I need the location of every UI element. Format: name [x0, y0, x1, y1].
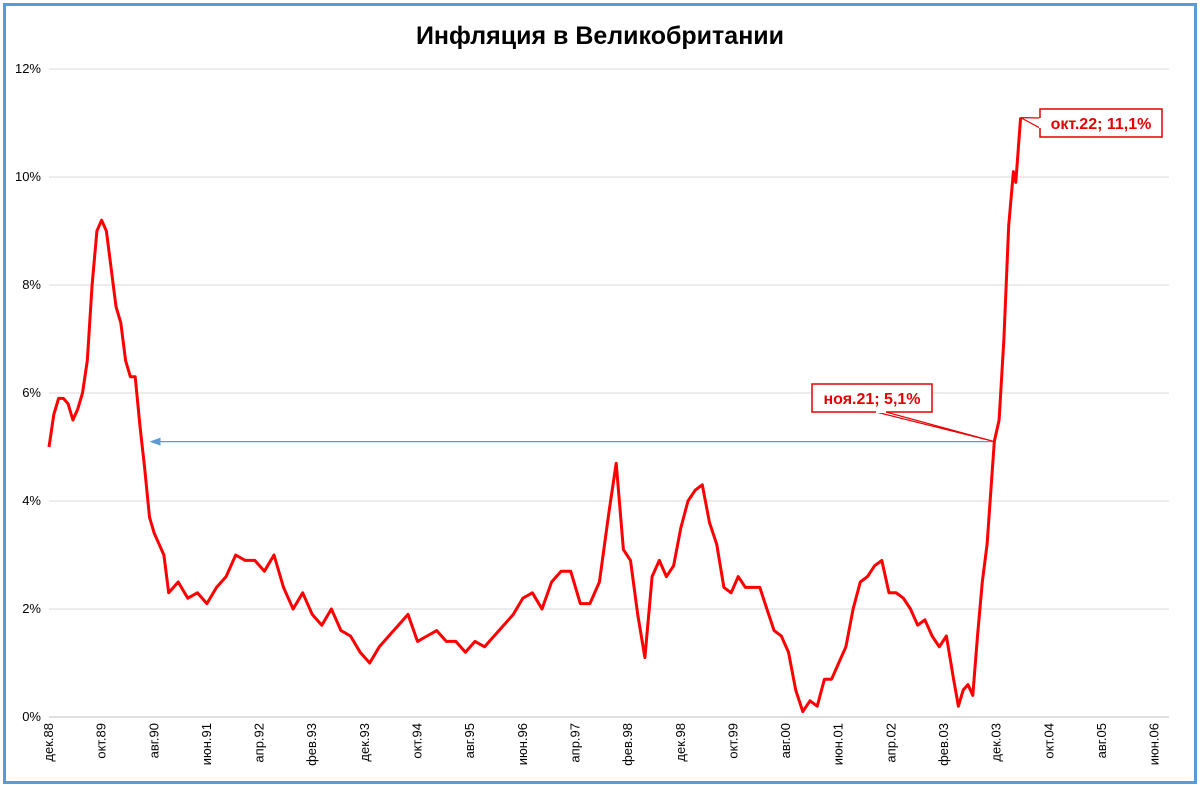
y-tick-label: 6% [22, 385, 41, 400]
y-tick-label: 0% [22, 709, 41, 724]
x-tick-label: фев.98 [620, 723, 635, 766]
x-tick-label: окт.99 [725, 723, 740, 759]
x-tick-label: апр.02 [883, 723, 898, 763]
x-tick-label: апр.97 [568, 723, 583, 763]
annotation-layer: ноя.21; 5,1% окт.22; 11,1% [811, 108, 1163, 443]
chart-frame: Инфляция в Великобритании 0% 2% 4% 6% 8% 10% 1… [3, 3, 1197, 784]
gridlines [49, 68, 1169, 610]
y-tick-label: 10% [15, 169, 41, 184]
y-tick-label: 4% [22, 493, 41, 508]
x-tick-label: окт.04 [1041, 723, 1056, 759]
x-tick-label: дек.03 [989, 723, 1004, 762]
annotation-label: окт.22; 11,1% [1051, 116, 1152, 133]
x-tick-label: авг.90 [146, 723, 161, 758]
x-tick-label: дек.88 [41, 723, 56, 762]
x-tick-label: авг.95 [462, 723, 477, 758]
inflation-chart: Инфляция в Великобритании 0% 2% 4% 6% 8% 10% 1… [15, 22, 1169, 766]
y-tick-label: 12% [15, 61, 41, 76]
y-tick-label: 8% [22, 277, 41, 292]
x-tick-label: авг.00 [778, 723, 793, 758]
x-tick-label: июн.96 [515, 723, 530, 765]
x-tick-label: авг.05 [1094, 723, 1109, 758]
callout-box [811, 383, 933, 413]
x-tick-label: дек.98 [673, 723, 688, 762]
y-tick-label: 2% [22, 601, 41, 616]
callout-pointer [875, 411, 995, 443]
y-axis-tick-labels: 0% 2% 4% 6% 8% 10% 12% [15, 61, 41, 724]
annotation-callout: ноя.21; 5,1% [811, 383, 995, 443]
x-tick-label: апр.92 [252, 723, 267, 763]
x-tick-label: июн.01 [831, 723, 846, 765]
callout-pointer [1020, 117, 1041, 130]
inflation-line [47, 117, 1023, 714]
annotation-callout: окт.22; 11,1% [1020, 108, 1163, 138]
x-tick-label: дек.93 [357, 723, 372, 762]
x-axis-tick-labels: дек.88 окт.89 авг.90 июн.91 апр.92 фев.93 дек.… [41, 723, 1162, 766]
x-tick-label: фев.93 [304, 723, 319, 766]
x-tick-label: июн.06 [1147, 723, 1162, 765]
x-tick-label: окт.89 [94, 723, 109, 759]
annotation-label: ноя.21; 5,1% [823, 391, 920, 408]
arrow-head [149, 437, 161, 446]
series-layer [47, 117, 1023, 714]
reference-arrow [149, 437, 995, 446]
chart-title: Инфляция в Великобритании [416, 22, 784, 50]
callout-box [1039, 108, 1163, 138]
x-tick-label: окт.94 [410, 723, 425, 759]
x-tick-label: фев.03 [936, 723, 951, 766]
x-tick-label: июн.91 [199, 723, 214, 765]
